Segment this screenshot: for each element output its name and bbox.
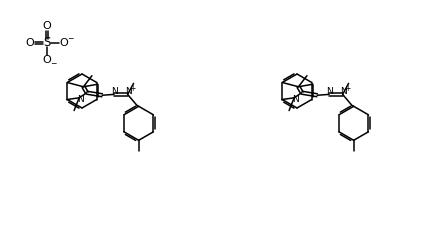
Text: O: O [60,38,68,48]
Text: N: N [111,87,117,96]
Text: N: N [125,87,132,96]
Text: O: O [43,21,51,31]
Text: S: S [43,36,51,49]
Text: O: O [43,55,51,65]
Text: N: N [292,95,299,104]
Text: N: N [340,87,347,96]
Text: −: − [50,60,56,68]
Text: +: + [344,84,351,94]
Text: N: N [325,87,333,96]
Text: −: − [67,34,73,43]
Text: N: N [77,95,83,104]
Text: +: + [130,84,136,94]
Text: O: O [26,38,34,48]
